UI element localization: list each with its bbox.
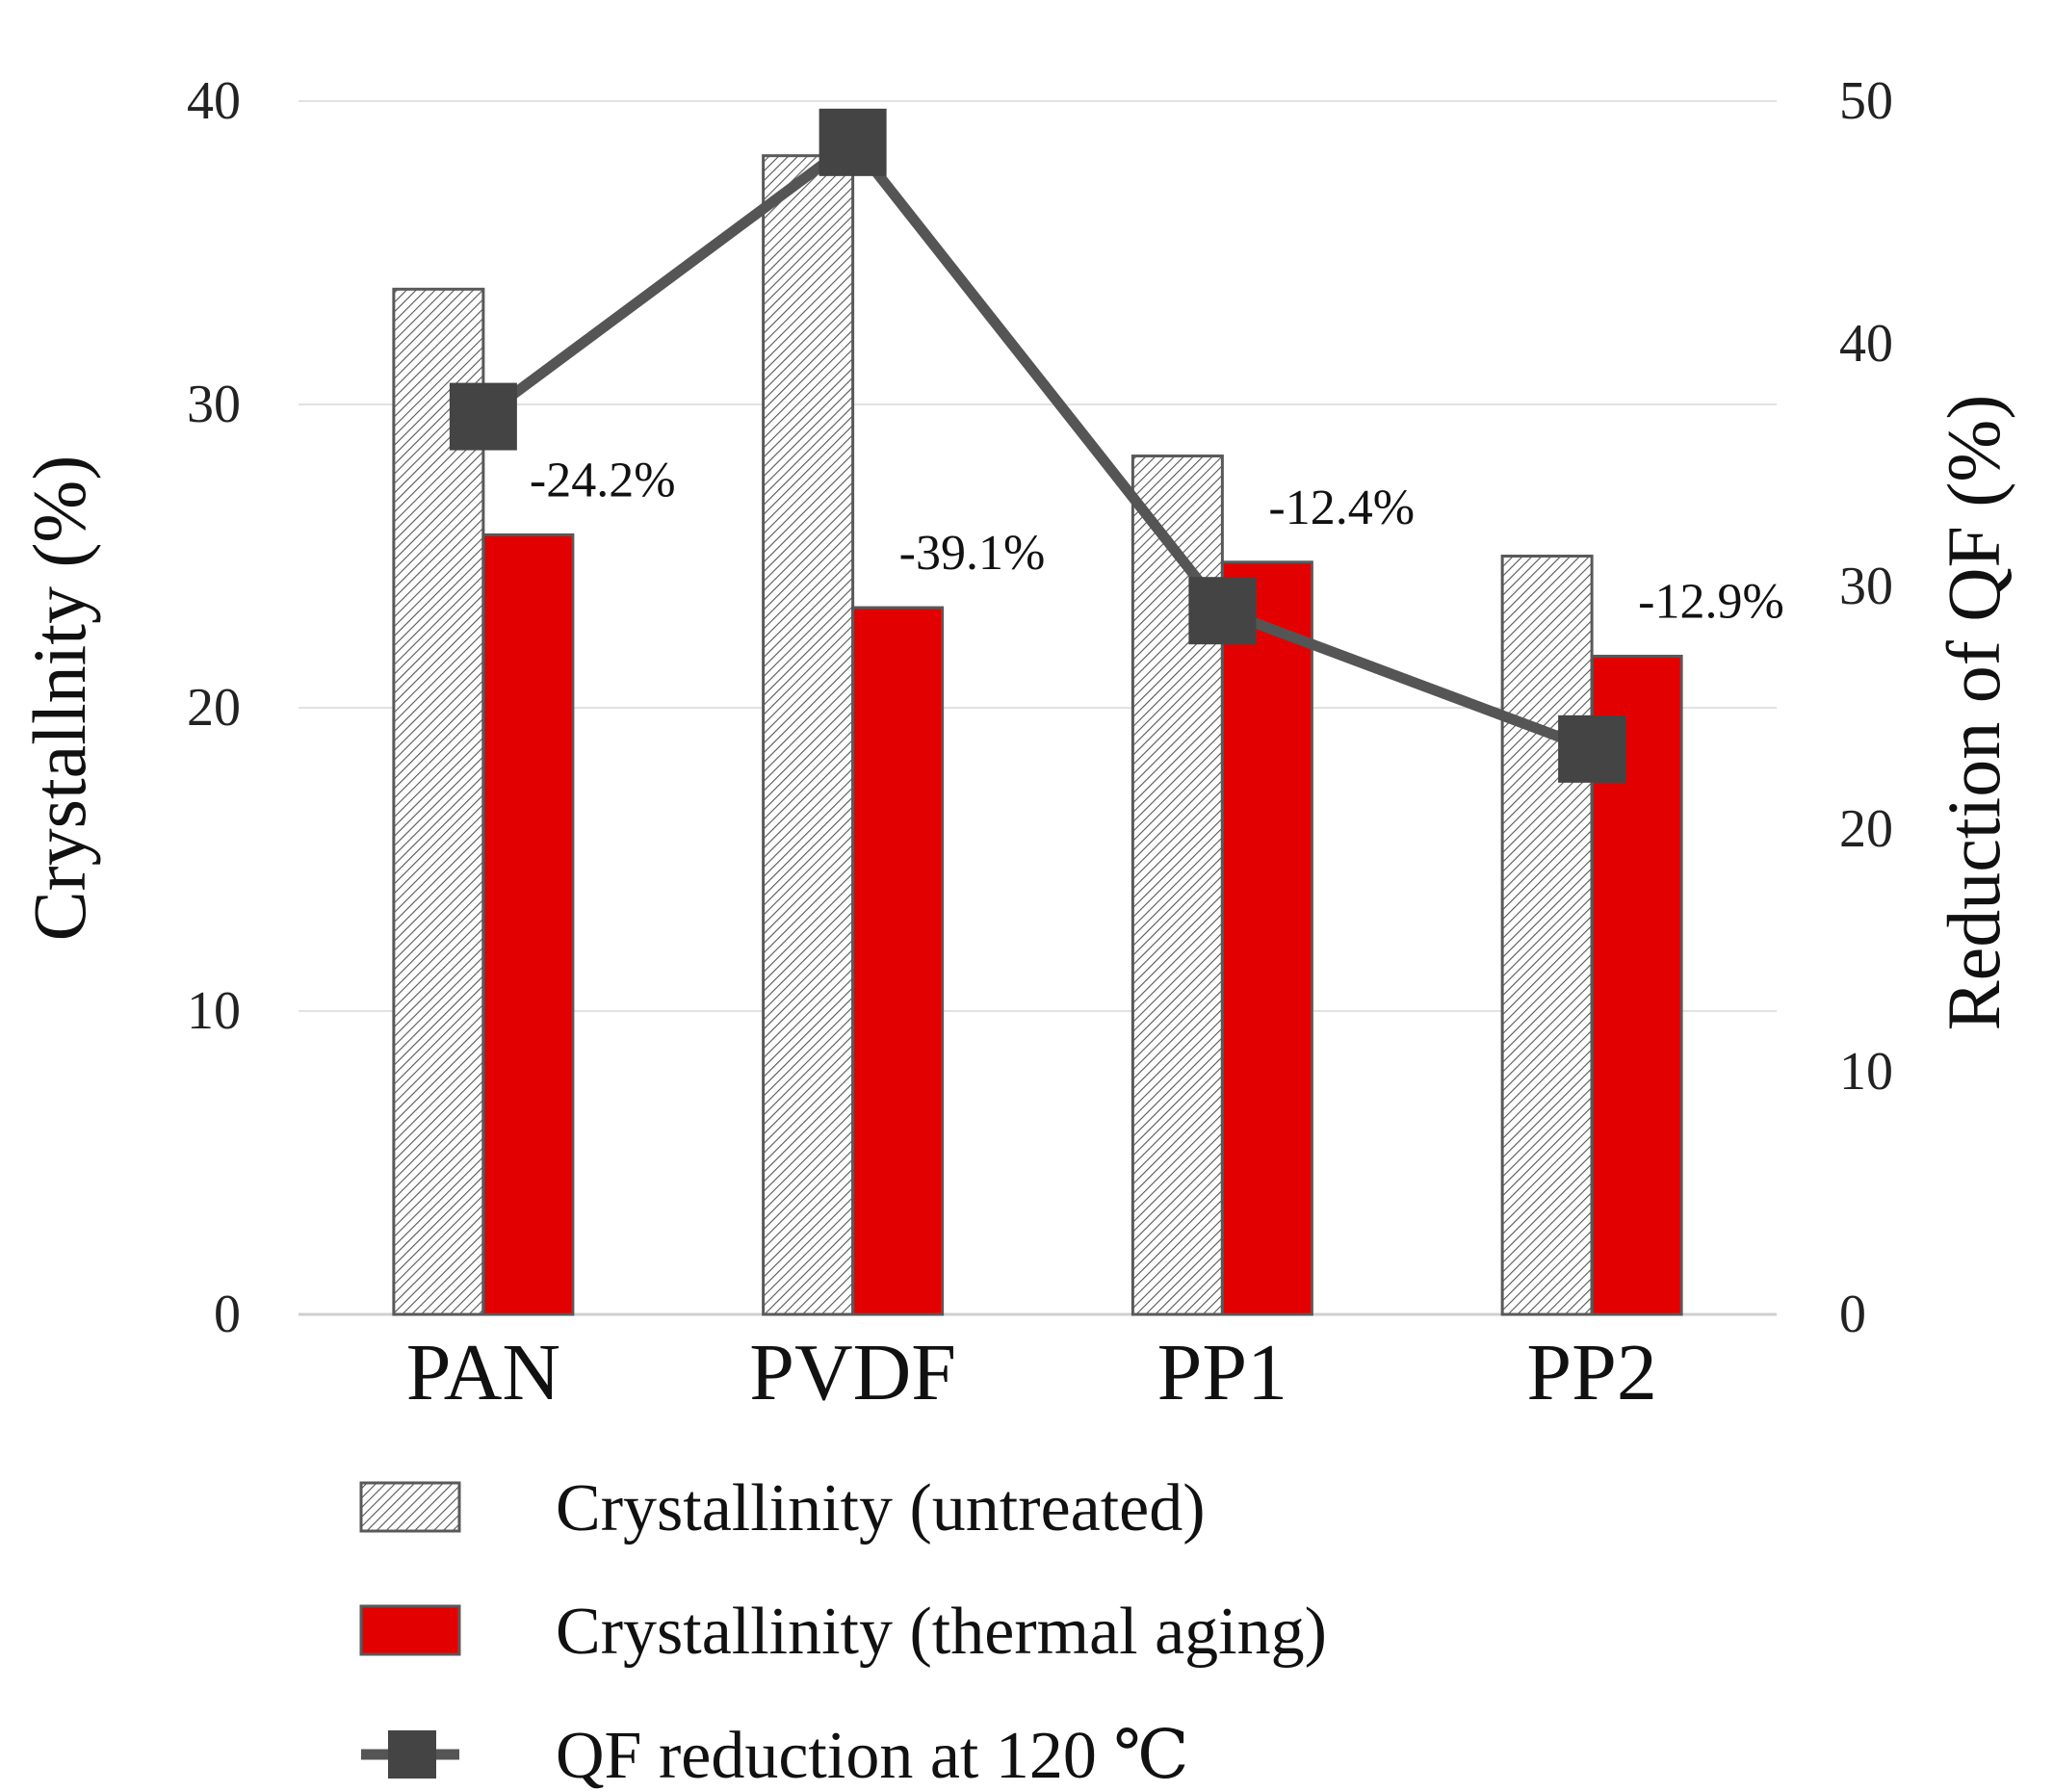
reduction-label: -24.2%: [530, 453, 676, 507]
bar-thermal-aging[interactable]: [851, 606, 945, 1316]
qf-reduction-marker[interactable]: [819, 108, 887, 176]
x-category-label: PP2: [1526, 1328, 1656, 1417]
y-tick-label: 30: [187, 375, 241, 434]
reduction-label: -39.1%: [899, 526, 1046, 581]
y2-tick-label: 20: [1839, 799, 1893, 859]
qf-reduction-marker[interactable]: [1188, 577, 1257, 645]
y2-tick-label: 0: [1839, 1285, 1866, 1344]
legend-label: Crystallinity (thermal aging): [556, 1595, 1327, 1669]
y-tick-label: 0: [214, 1285, 241, 1344]
reduction-label: -12.9%: [1638, 574, 1784, 629]
y-tick-label: 40: [187, 71, 241, 131]
bar-untreated[interactable]: [1500, 555, 1594, 1316]
legend-label: QF reduction at 120 ℃: [556, 1719, 1189, 1792]
legend-label: Crystallinity (untreated): [556, 1471, 1206, 1545]
legend-swatch-thermal-aging: [359, 1604, 461, 1656]
y-tick-label: 10: [187, 981, 241, 1041]
y2-tick-label: 40: [1839, 314, 1893, 374]
reduction-label: -12.4%: [1268, 480, 1415, 535]
bar-untreated[interactable]: [392, 287, 485, 1316]
bar-thermal-aging[interactable]: [481, 532, 575, 1316]
bar-untreated[interactable]: [762, 154, 855, 1316]
y-tick-label: 20: [187, 678, 241, 738]
legend-swatch-untreated: [359, 1481, 461, 1533]
y2-tick-label: 50: [1839, 71, 1893, 131]
x-category-label: PAN: [406, 1328, 560, 1417]
x-category-label: PP1: [1157, 1328, 1287, 1417]
y2-tick-label: 30: [1839, 557, 1893, 616]
y2-axis-title: Reduction of QF (%): [1932, 395, 2015, 1031]
y2-tick-label: 10: [1839, 1042, 1893, 1102]
legend-swatch-marker: [388, 1730, 436, 1779]
x-category-label: PVDF: [749, 1328, 956, 1417]
bar-thermal-aging[interactable]: [1220, 560, 1313, 1316]
qf-reduction-line: [480, 137, 1595, 754]
qf-reduction-marker[interactable]: [449, 382, 517, 451]
y-axis-title: Crystallnity (%): [17, 455, 101, 942]
qf-reduction-marker[interactable]: [1558, 714, 1626, 783]
